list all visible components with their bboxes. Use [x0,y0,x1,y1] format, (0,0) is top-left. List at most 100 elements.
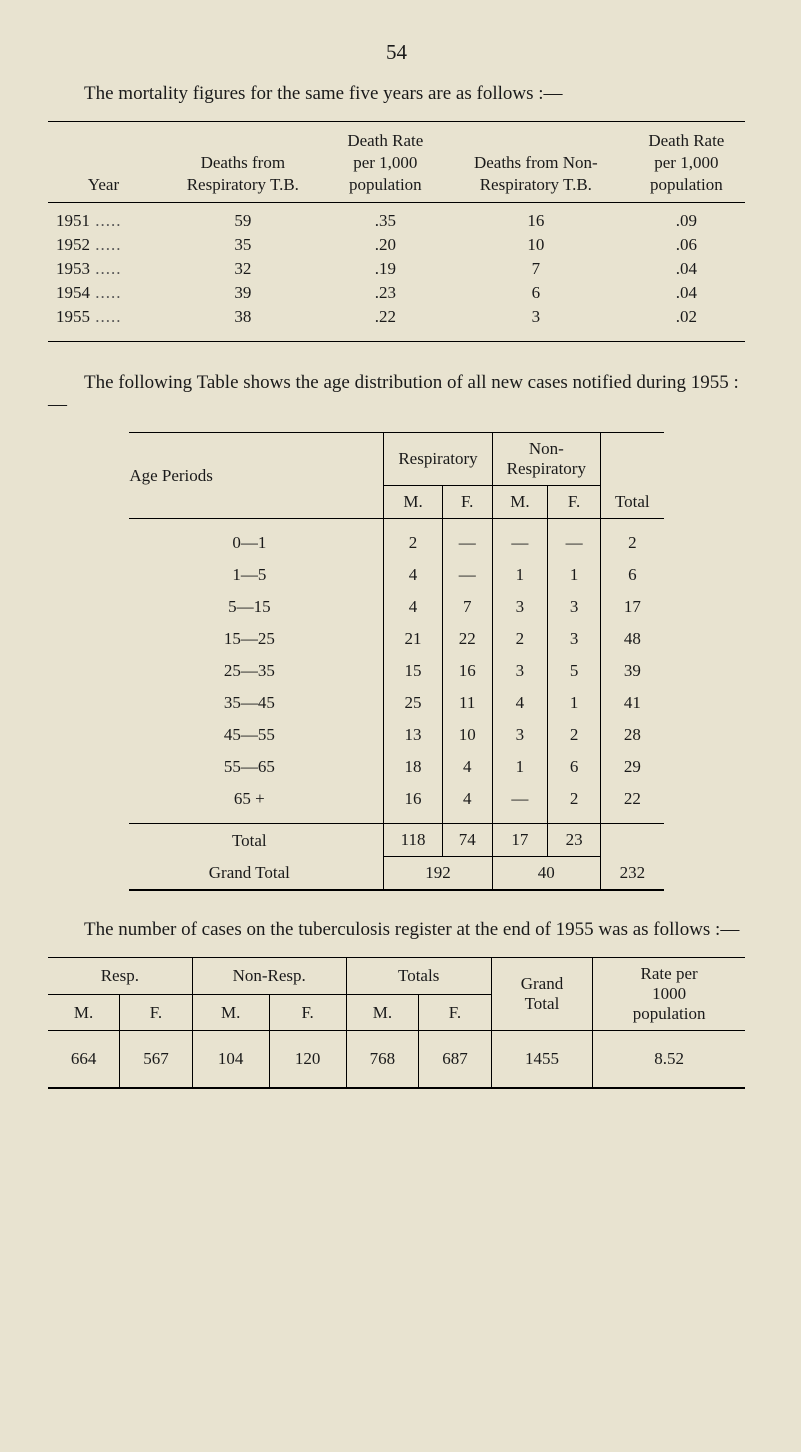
t2-rm: 15 [384,655,442,687]
t2-nf: 3 [548,623,601,655]
t1-r: .35 [327,203,444,234]
t1-year: 1953 [56,259,122,278]
t2-total-nm: 17 [492,824,548,857]
table-row: 45—5513103228 [129,719,663,751]
t3-h-nf: F. [269,994,346,1030]
t2-total-label: Total [129,824,384,857]
t3-h-totals: Totals [346,958,491,995]
t2-age: 25—35 [129,655,384,687]
t2-nf: 2 [548,719,601,751]
t2-h-nonresp: Non-Respiratory [492,433,600,486]
t3-h-rm: M. [48,994,120,1030]
mortality-table: Year Deaths fromRespiratory T.B. Death R… [48,121,745,342]
register-table: Resp. Non-Resp. Totals GrandTotal Rate p… [48,957,745,1089]
t2-total-rf: 74 [442,824,492,857]
t3-nm: 104 [192,1031,269,1088]
t2-nf: 3 [548,591,601,623]
t1-year: 1955 [56,307,122,326]
t1-dn: 3 [444,305,628,335]
t2-nm: 3 [492,591,548,623]
t2-t: 39 [600,655,663,687]
t1-dn: 6 [444,281,628,305]
page-number: 54 [48,40,745,65]
t2-h-total: Total [600,433,663,519]
t2-age: 1—5 [129,559,384,591]
t3-h-tm: M. [346,994,419,1030]
t1-year: 1951 [56,211,122,230]
t1-h-rate-nonresp: Death Rateper 1,000population [628,122,745,203]
t2-h-nonresp-m: M. [492,486,548,519]
t2-rf: 11 [442,687,492,719]
t2-h-resp-m: M. [384,486,442,519]
page: 54 The mortality figures for the same fi… [0,0,801,1452]
t3-rm: 664 [48,1031,120,1088]
t1-year: 1952 [56,235,122,254]
t1-dn: 7 [444,257,628,281]
t2-rf: 16 [442,655,492,687]
t1-d: 38 [159,305,327,335]
t2-h-resp: Respiratory [384,433,492,486]
t1-d: 35 [159,233,327,257]
table-row: 15—2521222348 [129,623,663,655]
t2-rm: 4 [384,559,442,591]
t2-nm: 4 [492,687,548,719]
t1-dn: 16 [444,203,628,234]
t2-nm: 1 [492,751,548,783]
table-row: 55—651841629 [129,751,663,783]
intro-2: The following Table shows the age distri… [48,372,745,416]
t2-rf: 4 [442,751,492,783]
t3-h-nm: M. [192,994,269,1030]
t2-nm: 3 [492,655,548,687]
t3-rf: 567 [120,1031,193,1088]
t2-rm: 16 [384,783,442,824]
table-row: 5—15473317 [129,591,663,623]
table-row: 1—54—116 [129,559,663,591]
t2-rf: 10 [442,719,492,751]
t2-rf: — [442,559,492,591]
t2-t: 41 [600,687,663,719]
table-row: 195235.2010.06 [48,233,745,257]
table-row: 195159.3516.09 [48,203,745,234]
t2-rf: 4 [442,783,492,824]
t3-h-resp: Resp. [48,958,192,995]
t2-rm: 13 [384,719,442,751]
t1-h-deaths-resp: Deaths fromRespiratory T.B. [159,122,327,203]
t2-h-nonresp-f: F. [548,486,601,519]
t2-nf: — [548,519,601,560]
t1-d: 39 [159,281,327,305]
t1-rn: .04 [628,257,745,281]
t3-h-nonresp: Non-Resp. [192,958,346,995]
t2-age: 45—55 [129,719,384,751]
t2-nf: 1 [548,687,601,719]
t2-h-age: Age Periods [129,433,384,519]
t2-nm: — [492,783,548,824]
table-row: 195439.236.04 [48,281,745,305]
t2-grand-resp: 192 [384,857,492,891]
t1-h-rate-resp: Death Rateper 1,000population [327,122,444,203]
t2-age: 0—1 [129,519,384,560]
t2-t: 48 [600,623,663,655]
t1-r: .22 [327,305,444,335]
age-distribution-table: Age Periods Respiratory Non-Respiratory … [129,432,663,891]
t1-rn: .06 [628,233,745,257]
table-row: 65 +164—222 [129,783,663,824]
t1-rn: .09 [628,203,745,234]
t3-nf: 120 [269,1031,346,1088]
t1-r: .23 [327,281,444,305]
t2-h-resp-f: F. [442,486,492,519]
t2-t: 28 [600,719,663,751]
t2-grand-nonresp: 40 [492,857,600,891]
t3-tm: 768 [346,1031,419,1088]
t2-rm: 25 [384,687,442,719]
t2-grand-total: 232 [600,857,663,891]
t2-rf: — [442,519,492,560]
t2-age: 35—45 [129,687,384,719]
t1-dn: 10 [444,233,628,257]
t2-rf: 7 [442,591,492,623]
t2-total-rm: 118 [384,824,442,857]
t2-nf: 1 [548,559,601,591]
t2-nm: 3 [492,719,548,751]
t2-nm: 2 [492,623,548,655]
t2-age: 15—25 [129,623,384,655]
t1-d: 32 [159,257,327,281]
